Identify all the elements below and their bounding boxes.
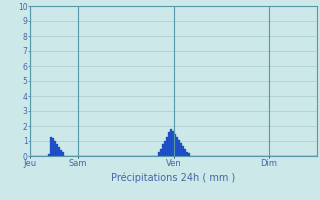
Bar [168, 132, 170, 156]
Bar [60, 150, 62, 156]
Bar [50, 137, 52, 156]
Bar [62, 152, 64, 156]
Bar [184, 148, 186, 156]
Bar [176, 137, 178, 156]
Bar [178, 140, 180, 156]
Bar [173, 134, 176, 156]
Bar [54, 141, 56, 156]
Bar [52, 138, 54, 156]
Bar [58, 147, 60, 156]
Bar [160, 148, 162, 156]
X-axis label: Précipitations 24h ( mm ): Précipitations 24h ( mm ) [111, 173, 236, 183]
Bar [181, 146, 184, 156]
Bar [188, 153, 189, 156]
Bar [180, 142, 181, 156]
Bar [162, 144, 164, 156]
Bar [172, 130, 173, 156]
Bar [170, 129, 172, 156]
Bar [186, 152, 188, 156]
Bar [56, 144, 58, 156]
Bar [48, 154, 50, 156]
Bar [158, 152, 160, 156]
Bar [166, 137, 168, 156]
Bar [164, 141, 166, 156]
